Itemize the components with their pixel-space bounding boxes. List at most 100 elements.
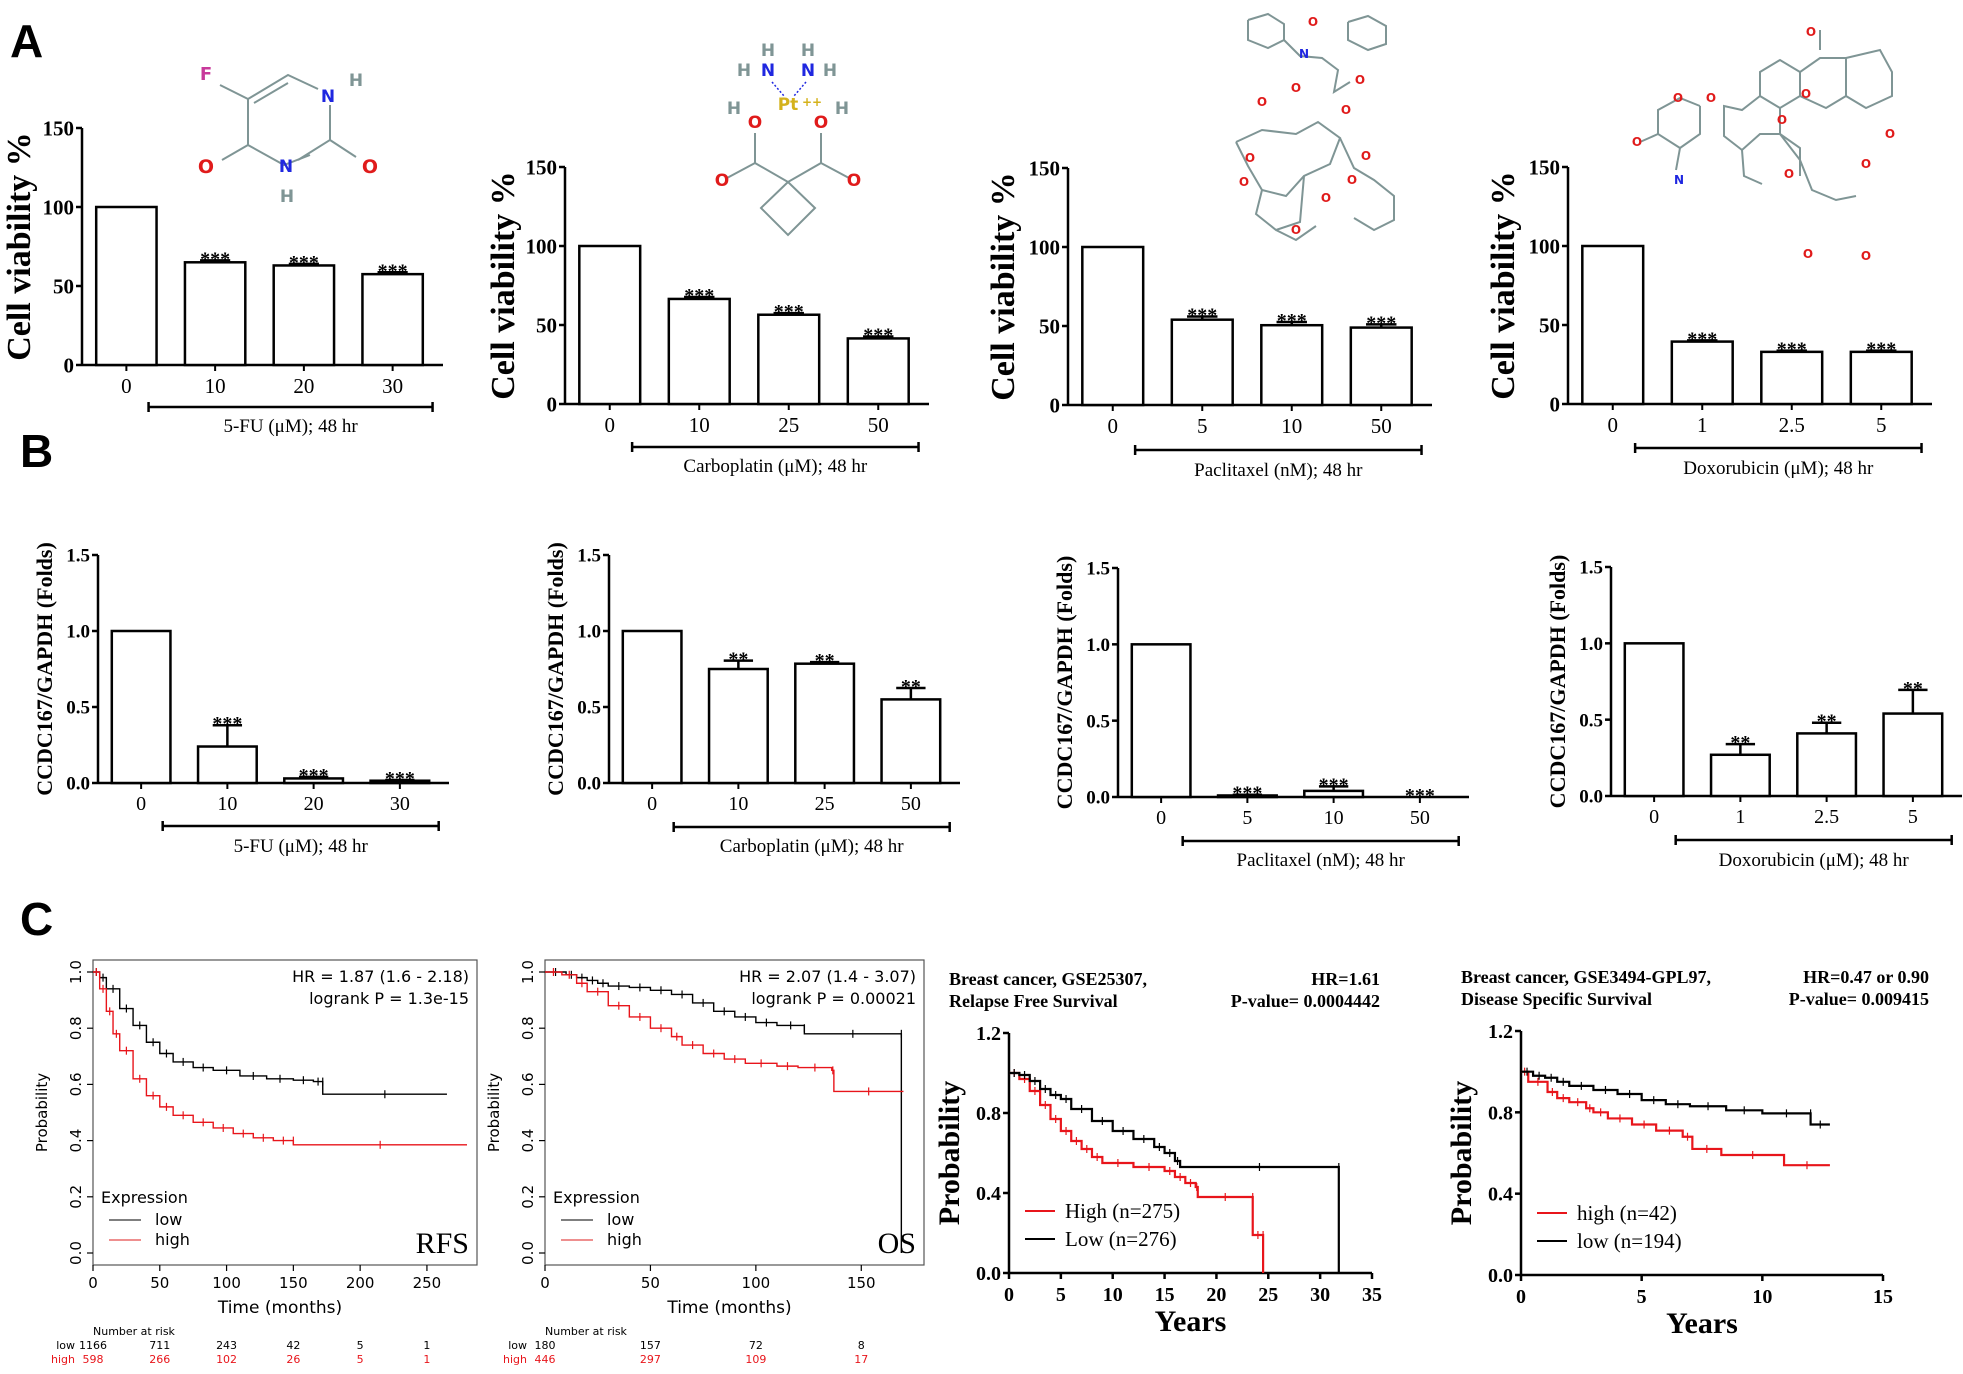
risk-count: 297	[640, 1353, 661, 1366]
significance-marker: ***	[299, 765, 329, 787]
structure-bond	[1779, 133, 1857, 202]
y-tick-label: 0.2	[67, 1185, 85, 1209]
structure-atom: O	[1291, 81, 1301, 95]
significance-marker: ***	[774, 301, 804, 323]
x-tick-label: 10	[728, 793, 748, 815]
group-label: Carboplatin (μM); 48 hr	[720, 836, 904, 857]
x-tick-label: 150	[279, 1274, 308, 1292]
structure-atom: O	[362, 156, 378, 178]
y-tick-label: 0.0	[66, 774, 90, 795]
survival-curve-high	[545, 971, 904, 1093]
bar	[361, 272, 425, 367]
y-tick-label: 150	[1029, 156, 1061, 180]
legend-label: Low (n=276)	[1065, 1227, 1177, 1251]
risk-count: 5	[357, 1353, 364, 1366]
y-tick-label: 0	[547, 392, 558, 416]
structure-atom: O	[1885, 127, 1895, 141]
x-tick-label: 0	[647, 793, 657, 815]
x-axis-label: Years	[1155, 1305, 1227, 1338]
bar-chart-doxorubicin-viability: 0 50 100 150 Cell viability % 0 1 *** 2.5 *** 5 ***…	[1485, 25, 1932, 479]
bar	[196, 745, 258, 785]
plot-frame	[544, 959, 925, 1266]
bar	[1849, 350, 1913, 406]
structure-atom: O	[1341, 103, 1351, 117]
bar	[1796, 732, 1858, 798]
bar	[1882, 712, 1944, 798]
km-stats: HR=1.61	[1311, 969, 1380, 989]
x-tick-label: 0	[605, 413, 616, 437]
risk-table-title: Number at risk	[545, 1325, 628, 1338]
significance-marker: ***	[1232, 783, 1262, 805]
risk-count: 102	[216, 1353, 237, 1366]
survival-curve-low	[545, 971, 903, 1253]
y-tick-label: 1.5	[1579, 558, 1603, 579]
x-tick-label: 15	[1873, 1286, 1893, 1308]
significance-marker: ***	[212, 713, 242, 735]
x-axis-label: Time (months)	[217, 1298, 342, 1318]
x-tick-label: 0	[1608, 413, 1619, 437]
y-axis-label: Cell viability %	[985, 172, 1022, 401]
x-tick-label: 2.5	[1814, 806, 1839, 828]
y-tick-label: 0.0	[577, 774, 601, 795]
x-tick-label: 0	[1649, 806, 1659, 828]
y-axis-label: Probability	[933, 1081, 966, 1225]
structure-atom: O	[1861, 249, 1871, 263]
structure-atom: O	[1777, 113, 1787, 127]
y-tick-label: 1.0	[1579, 634, 1603, 655]
y-tick-label: 0	[1050, 393, 1061, 417]
x-tick-label: 0	[540, 1274, 550, 1292]
y-tick-label: 0.6	[67, 1072, 85, 1096]
x-axis-label: Time (months)	[666, 1298, 791, 1318]
significance-marker: ***	[200, 248, 230, 270]
hr-annotation: logrank P = 1.3e-15	[309, 989, 469, 1008]
panel-label-b: B	[20, 425, 54, 477]
structure-atom: F	[200, 64, 212, 85]
x-tick-label: 100	[742, 1274, 771, 1292]
structure-atom: O	[1361, 149, 1371, 163]
x-tick-label: 2.5	[1779, 413, 1805, 437]
y-tick-label: 150	[1529, 155, 1561, 179]
km-plot-os: 0 50 100 150 0.0 0.2 0.4 0.6 0.8 1.0 Time (months)…	[485, 959, 925, 1366]
significance-marker: ***	[1319, 774, 1349, 796]
structure-atom: N	[1674, 173, 1684, 187]
y-tick-label: 0.5	[1086, 711, 1110, 732]
x-axis-label: Years	[1666, 1307, 1738, 1340]
structure-atom: N	[279, 157, 293, 177]
panel-label-c: C	[20, 893, 54, 945]
structure-bond	[759, 181, 817, 237]
x-tick-label: 5	[1197, 414, 1208, 438]
y-tick-label: 100	[1529, 234, 1561, 258]
structure-bond	[329, 139, 357, 158]
hr-annotation: HR = 1.87 (1.6 - 2.18)	[292, 967, 469, 986]
risk-count: 243	[216, 1339, 237, 1352]
significance-marker: ***	[1277, 310, 1307, 332]
risk-row-label: high	[503, 1353, 527, 1366]
y-tick-label: 150	[526, 155, 558, 179]
risk-count: 1166	[79, 1339, 107, 1352]
bar-chart-carboplatin-ccdc167: 0.0 0.5 1.0 1.5 CCDC167/GAPDH (Folds) 0 10 ** 25…	[543, 542, 960, 857]
legend-label: high	[607, 1230, 642, 1249]
y-tick-label: 0.4	[976, 1183, 1001, 1205]
bar	[1260, 323, 1324, 407]
curve-type-label: RFS	[416, 1227, 469, 1260]
structure-atom: O	[715, 171, 729, 191]
group-label: Doxorubicin (μM); 48 hr	[1719, 850, 1910, 871]
x-tick-label: 100	[212, 1274, 241, 1292]
bar-chart-5fu-ccdc167: 0.0 0.5 1.0 1.5 CCDC167/GAPDH (Folds) 0 10 *** 2…	[32, 542, 449, 857]
significance-marker: ***	[1187, 305, 1217, 327]
structure-bond	[247, 99, 311, 167]
x-tick-label: 30	[390, 793, 410, 815]
y-tick-label: 0.5	[66, 698, 90, 719]
legend-label: low (n=194)	[1577, 1229, 1682, 1253]
y-tick-label: 0.2	[519, 1185, 537, 1209]
structure-atom: O	[198, 156, 214, 178]
structure-bond	[1283, 39, 1351, 95]
x-tick-label: 10	[1103, 1284, 1123, 1306]
significance-marker: **	[815, 650, 835, 672]
structure-atom: H	[280, 187, 294, 207]
group-label: Doxorubicin (μM); 48 hr	[1683, 458, 1874, 479]
y-axis-label: Probability	[33, 1073, 51, 1152]
x-tick-label: 0	[88, 1274, 98, 1292]
